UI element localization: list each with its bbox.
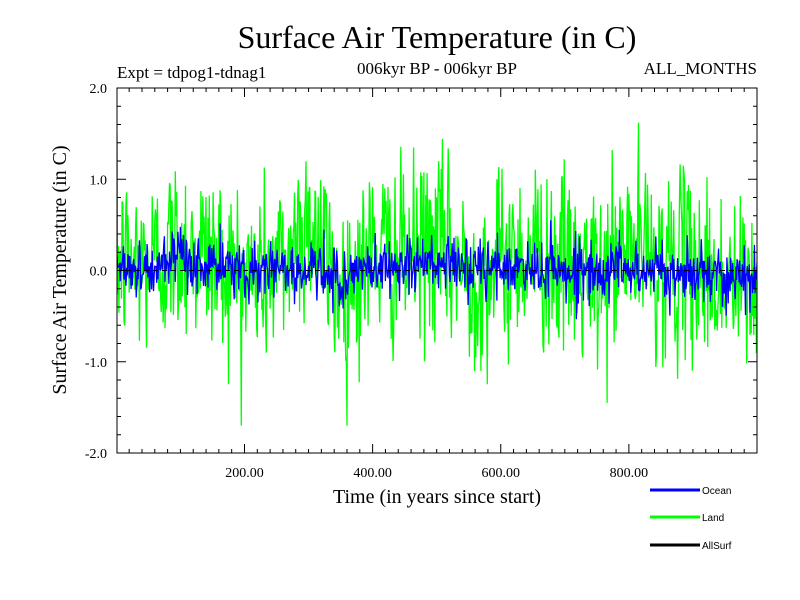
y-tick-label: -2.0	[85, 447, 107, 462]
plot-area	[117, 122, 757, 426]
legend-label-land: Land	[702, 513, 724, 524]
x-axis: 200.00 400.00 600.00 800.00	[225, 466, 648, 481]
x-tick-label: 600.00	[481, 466, 520, 481]
x-axis-label: Time (in years since start)	[333, 486, 541, 508]
x-tick-label: 200.00	[225, 466, 264, 481]
legend-entry-allsurf: AllSurf	[650, 541, 732, 552]
y-tick-label: -1.0	[85, 356, 107, 371]
experiment-label: Expt = tdpog1-tdnag1	[117, 63, 266, 82]
x-tick-label: 800.00	[610, 466, 649, 481]
season-label: ALL_MONTHS	[644, 59, 757, 78]
y-tick-label: 1.0	[90, 173, 108, 188]
x-tick-label: 400.00	[353, 466, 392, 481]
y-axis-label: Surface Air Temperature (in C)	[49, 145, 71, 394]
minor-ticks	[117, 87, 758, 454]
legend-label-allsurf: AllSurf	[702, 541, 732, 552]
legend: Ocean Land AllSurf	[650, 486, 732, 552]
chart-subtitle: 006kyr BP - 006kyr BP	[357, 59, 517, 78]
legend-label-ocean: Ocean	[702, 486, 731, 497]
legend-entry-ocean: Ocean	[650, 486, 731, 497]
y-axis: -2.0 -1.0 0.0 1.0 2.0	[85, 82, 107, 462]
y-tick-label: 0.0	[90, 265, 108, 280]
y-tick-label: 2.0	[90, 82, 108, 97]
chart-title: Surface Air Temperature (in C)	[238, 19, 637, 55]
legend-entry-land: Land	[650, 513, 724, 524]
